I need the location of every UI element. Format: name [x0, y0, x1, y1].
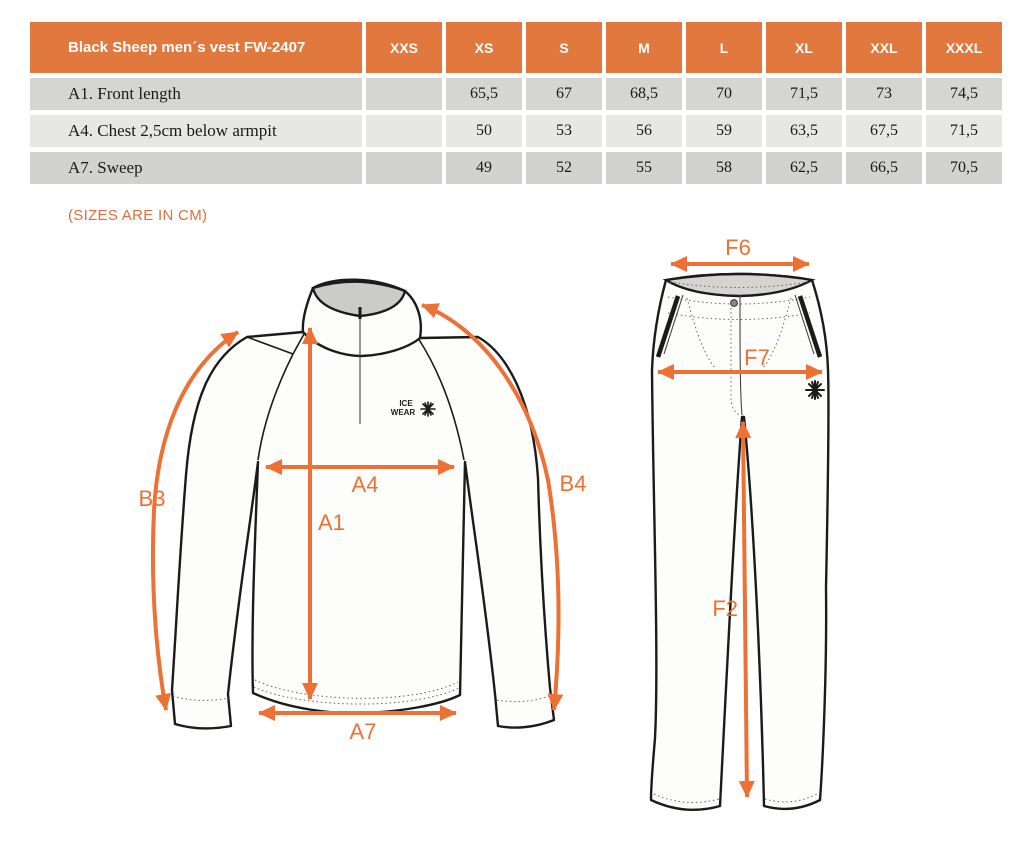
col-header-s: S: [526, 22, 602, 73]
table-cell: 74,5: [926, 78, 1002, 110]
table-cell: 66,5: [846, 152, 922, 184]
left-pocket-bag-stitch: [686, 297, 716, 369]
f2-label: F2: [712, 596, 738, 621]
vest-diagram: ICE WEAR B3 B4 A4 A1 A7: [139, 278, 587, 744]
table-cell: 49: [446, 152, 522, 184]
pants-diagram: F6 F7 F2: [649, 238, 830, 811]
right-pocket-opening: [797, 295, 823, 358]
waist-inside-stitch: [669, 281, 809, 288]
a7-label: A7: [350, 719, 377, 744]
col-header-m: M: [606, 22, 682, 73]
table-cell: 67,5: [846, 115, 922, 147]
table-cell: 62,5: [766, 152, 842, 184]
row-label: A1. Front length: [30, 78, 362, 110]
vest-left-raglan-seam: [257, 353, 294, 461]
b4-arrow: [421, 303, 564, 711]
left-pocket-seam: [663, 294, 684, 355]
snowflake-icon: [805, 380, 825, 400]
b3-arrow: [150, 330, 240, 711]
col-header-xxxl: XXXL: [926, 22, 1002, 73]
logo-text-wear: WEAR: [391, 408, 416, 417]
right-pocket-bag-stitch: [762, 297, 792, 369]
row-label: A4. Chest 2,5cm below armpit: [30, 115, 362, 147]
left-pocket-opening: [655, 295, 681, 358]
b4-label: B4: [560, 471, 587, 496]
table-title: Black Sheep men´s vest FW-2407: [30, 22, 362, 73]
table-cell: 58: [686, 152, 762, 184]
table-cell: 59: [686, 115, 762, 147]
fly-stitch: [730, 308, 742, 417]
row-label: A7. Sweep: [30, 152, 362, 184]
vest-collar-inside: [311, 280, 407, 318]
logo-text-ice: ICE: [399, 399, 413, 408]
table-cell: 67: [526, 78, 602, 110]
right-hem-stitch: [764, 792, 820, 803]
table-cell: [366, 115, 442, 147]
table-cell: 71,5: [926, 115, 1002, 147]
pants-waist-inside: [662, 272, 816, 298]
table-cell: 65,5: [446, 78, 522, 110]
table-cell: 71,5: [766, 78, 842, 110]
col-header-l: L: [686, 22, 762, 73]
table-cell: [366, 152, 442, 184]
table-cell: 68,5: [606, 78, 682, 110]
a4-label: A4: [352, 472, 379, 497]
vest-hem-stitch: [253, 686, 460, 705]
col-header-xxs: XXS: [366, 22, 442, 73]
table-cell: [366, 78, 442, 110]
f2-arrow: [735, 421, 755, 798]
snowflake-icon: [420, 401, 436, 417]
table-cell: 56: [606, 115, 682, 147]
table-cell: 55: [606, 152, 682, 184]
vest-body-outline: [170, 330, 556, 730]
table-cell: 70,5: [926, 152, 1002, 184]
table-cell: 63,5: [766, 115, 842, 147]
table-cell: 70: [686, 78, 762, 110]
table-cell: 73: [846, 78, 922, 110]
table-cell: 50: [446, 115, 522, 147]
table-cell: 53: [526, 115, 602, 147]
size-table: Black Sheep men´s vest FW-2407 XXS XS S …: [30, 22, 1002, 184]
col-header-xs: XS: [446, 22, 522, 73]
sizes-note: (SIZES ARE IN CM): [68, 207, 208, 224]
table-cell: 52: [526, 152, 602, 184]
f6-label: F6: [725, 238, 751, 260]
right-pocket-seam: [794, 294, 815, 355]
f7-label: F7: [744, 345, 770, 370]
col-header-xxl: XXL: [846, 22, 922, 73]
a1-label: A1: [318, 510, 345, 535]
waist-button: [730, 299, 738, 307]
col-header-xl: XL: [766, 22, 842, 73]
b3-label: B3: [139, 486, 166, 511]
